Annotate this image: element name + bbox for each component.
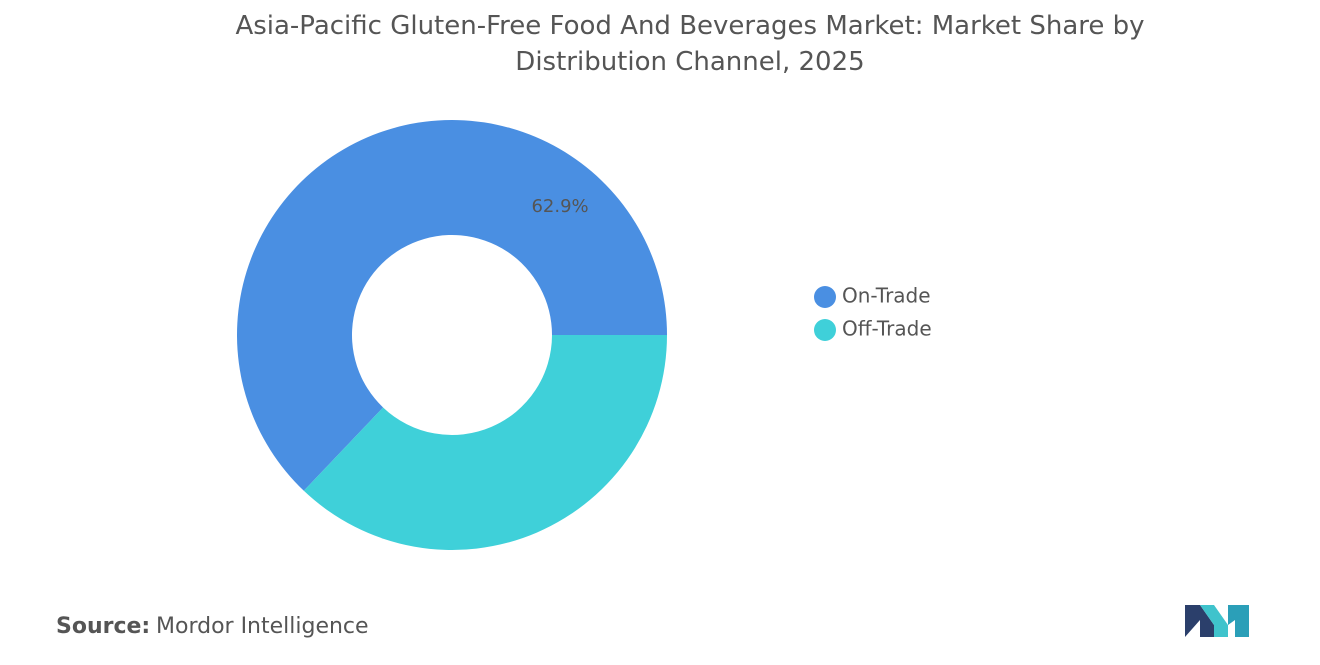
legend: On-Trade Off-Trade bbox=[814, 284, 932, 341]
chart-title: Asia-Pacific Gluten-Free Food And Bevera… bbox=[235, 11, 1145, 77]
logo-part bbox=[1228, 605, 1249, 637]
legend-marker bbox=[814, 286, 836, 308]
legend-label: Off-Trade bbox=[842, 317, 932, 341]
logo-part bbox=[1185, 605, 1214, 637]
slice bbox=[236, 119, 667, 491]
donut: 62.9% bbox=[236, 119, 667, 550]
data-label: 62.9% bbox=[531, 196, 588, 217]
source-label: Source: bbox=[56, 614, 150, 639]
logo-part bbox=[1200, 605, 1228, 637]
logo bbox=[1185, 605, 1249, 637]
title-box: Asia-Pacific Gluten-Free Food And Bevera… bbox=[235, 11, 1145, 77]
legend-label: On-Trade bbox=[842, 284, 931, 308]
source: Mordor Intelligence bbox=[156, 614, 369, 639]
slice bbox=[303, 335, 667, 550]
legend-marker bbox=[814, 319, 836, 341]
